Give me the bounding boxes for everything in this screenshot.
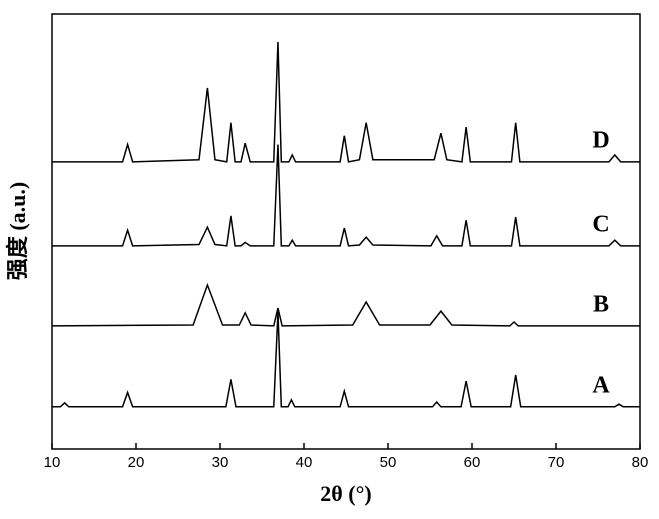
x-tick-label: 80 bbox=[632, 454, 649, 471]
series-line bbox=[52, 145, 640, 246]
series-label: A bbox=[592, 372, 610, 398]
series-label: D bbox=[592, 127, 609, 153]
x-tick-label: 50 bbox=[380, 454, 397, 471]
x-tick-label: 10 bbox=[44, 454, 61, 471]
series-label: B bbox=[593, 291, 609, 317]
series-label: C bbox=[592, 211, 609, 237]
y-axis-label: 强度 (a.u.) bbox=[5, 182, 30, 280]
x-tick-label: 60 bbox=[464, 454, 481, 471]
x-tick-label: 20 bbox=[128, 454, 145, 471]
x-tick-label: 70 bbox=[548, 454, 565, 471]
x-tick-label: 30 bbox=[212, 454, 229, 471]
x-axis-label: 2θ (°) bbox=[320, 481, 371, 506]
chart: 2θ (°) 强度 (a.u.) 10 20 30 40 50 60 70 80 D C B A bbox=[0, 0, 659, 519]
series-line bbox=[52, 285, 640, 326]
plot-frame bbox=[52, 14, 640, 449]
x-tick-label: 40 bbox=[296, 454, 313, 471]
series-line bbox=[52, 42, 640, 162]
